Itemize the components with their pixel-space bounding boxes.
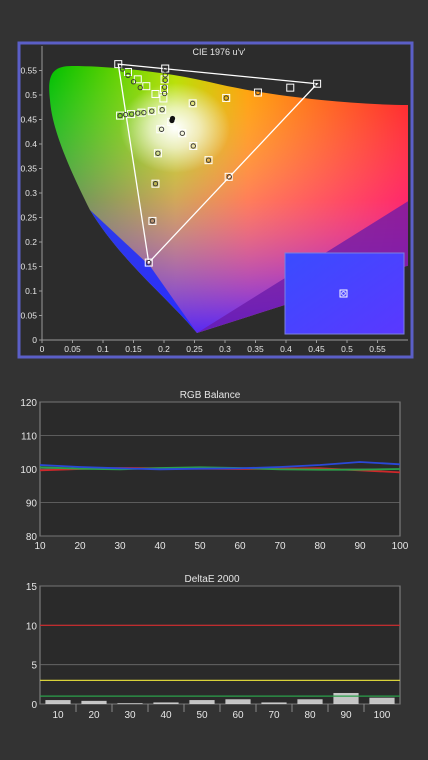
- cie-x-ticks: 0 0.05 0.1 0.15 0.2 0.25 0.3 0.35 0.4 0.45 0.5 0.55: [40, 340, 386, 354]
- measured-point: [161, 84, 168, 90]
- inset-target: [339, 289, 348, 298]
- gamut-triangle: [117, 63, 319, 264]
- measured-point: [125, 72, 131, 79]
- target-square: [142, 82, 151, 91]
- target-square: [144, 258, 153, 267]
- x-tick-label: 0.35: [247, 344, 264, 354]
- measured-point: [149, 218, 156, 224]
- measured-point: [162, 77, 168, 83]
- target-square: [222, 93, 231, 102]
- y-tick-label: 0.15: [20, 262, 37, 272]
- measured-point: [117, 112, 123, 119]
- y-tick-label: 0: [32, 335, 37, 345]
- measured-point: [314, 81, 320, 87]
- x-tick-label: 0.4: [280, 344, 292, 354]
- y-tick-label: 0.2: [25, 237, 37, 247]
- target-square: [189, 141, 198, 150]
- target-square: [137, 108, 146, 117]
- measured-point: [226, 174, 232, 180]
- target-square: [114, 60, 123, 69]
- x-tick-label: 0.55: [369, 344, 386, 354]
- measured-point: [159, 107, 165, 113]
- target-square: [158, 105, 167, 114]
- cie-title: CIE 1976 u'v': [193, 47, 246, 57]
- x-tick-label: 0.25: [186, 344, 203, 354]
- target-square: [253, 88, 262, 97]
- measured-point: [137, 85, 143, 91]
- measured-dot: [169, 115, 176, 122]
- measured-point: [179, 130, 185, 136]
- x-tick-label: 0.2: [158, 344, 170, 354]
- measured-point: [135, 110, 141, 116]
- measured-point: [119, 66, 126, 72]
- y-tick-label: 0.4: [25, 139, 37, 149]
- measured-point: [158, 126, 165, 132]
- measured-point: [155, 150, 161, 156]
- x-tick-label: 0.3: [219, 344, 231, 354]
- x-tick-label: 0.45: [308, 344, 325, 354]
- measured-point: [162, 72, 168, 78]
- target-square: [188, 99, 197, 108]
- x-tick-label: 0.05: [64, 344, 81, 354]
- target-square: [151, 90, 160, 99]
- target-square: [224, 172, 233, 181]
- target-square: [313, 79, 322, 88]
- y-tick-label: 0.35: [20, 164, 37, 174]
- target-square: [153, 149, 162, 158]
- target-square: [147, 107, 156, 116]
- measured-point: [190, 100, 196, 106]
- measured-point: [152, 181, 159, 187]
- measured-point: [162, 66, 168, 73]
- measured-point: [287, 85, 293, 91]
- y-tick-label: 0.25: [20, 213, 37, 223]
- inset-measured: [341, 291, 346, 296]
- measured-point: [130, 79, 137, 85]
- target-squares: [114, 60, 322, 267]
- measured-point: [223, 95, 229, 101]
- target-square: [124, 67, 133, 76]
- y-tick-label: 0.55: [20, 66, 37, 76]
- measured-point: [146, 259, 152, 266]
- target-square: [148, 216, 157, 225]
- target-square: [178, 129, 187, 138]
- measured-point: [161, 90, 168, 97]
- y-tick-label: 0.05: [20, 311, 37, 321]
- cie-y-ticks: 0 0.05 0.1 0.15 0.2 0.25 0.3 0.35 0.4 0.45 0.5 0.55: [20, 66, 42, 345]
- x-tick-label: 0.15: [125, 344, 142, 354]
- measured-point: [205, 157, 212, 163]
- measured-point: [129, 111, 135, 117]
- measured-point: [122, 111, 129, 118]
- target-square: [204, 156, 213, 165]
- inset-panel: [284, 252, 405, 335]
- target-square: [286, 83, 295, 92]
- x-tick-label: 0.5: [341, 344, 353, 354]
- y-tick-label: 0.1: [25, 286, 37, 296]
- y-tick-label: 0.3: [25, 188, 37, 198]
- x-tick-label: 0.1: [97, 344, 109, 354]
- target-square: [160, 85, 168, 94]
- x-tick-label: 0: [40, 344, 45, 354]
- target-square: [151, 179, 160, 188]
- measured-point: [149, 108, 155, 114]
- y-tick-label: 0.5: [25, 90, 37, 100]
- measured-point: [141, 109, 147, 116]
- measured-point: [255, 89, 261, 96]
- measured-point: [190, 143, 196, 149]
- measured-dots: [169, 115, 176, 124]
- measured-circles: [117, 66, 320, 266]
- y-tick-label: 0.45: [20, 115, 37, 125]
